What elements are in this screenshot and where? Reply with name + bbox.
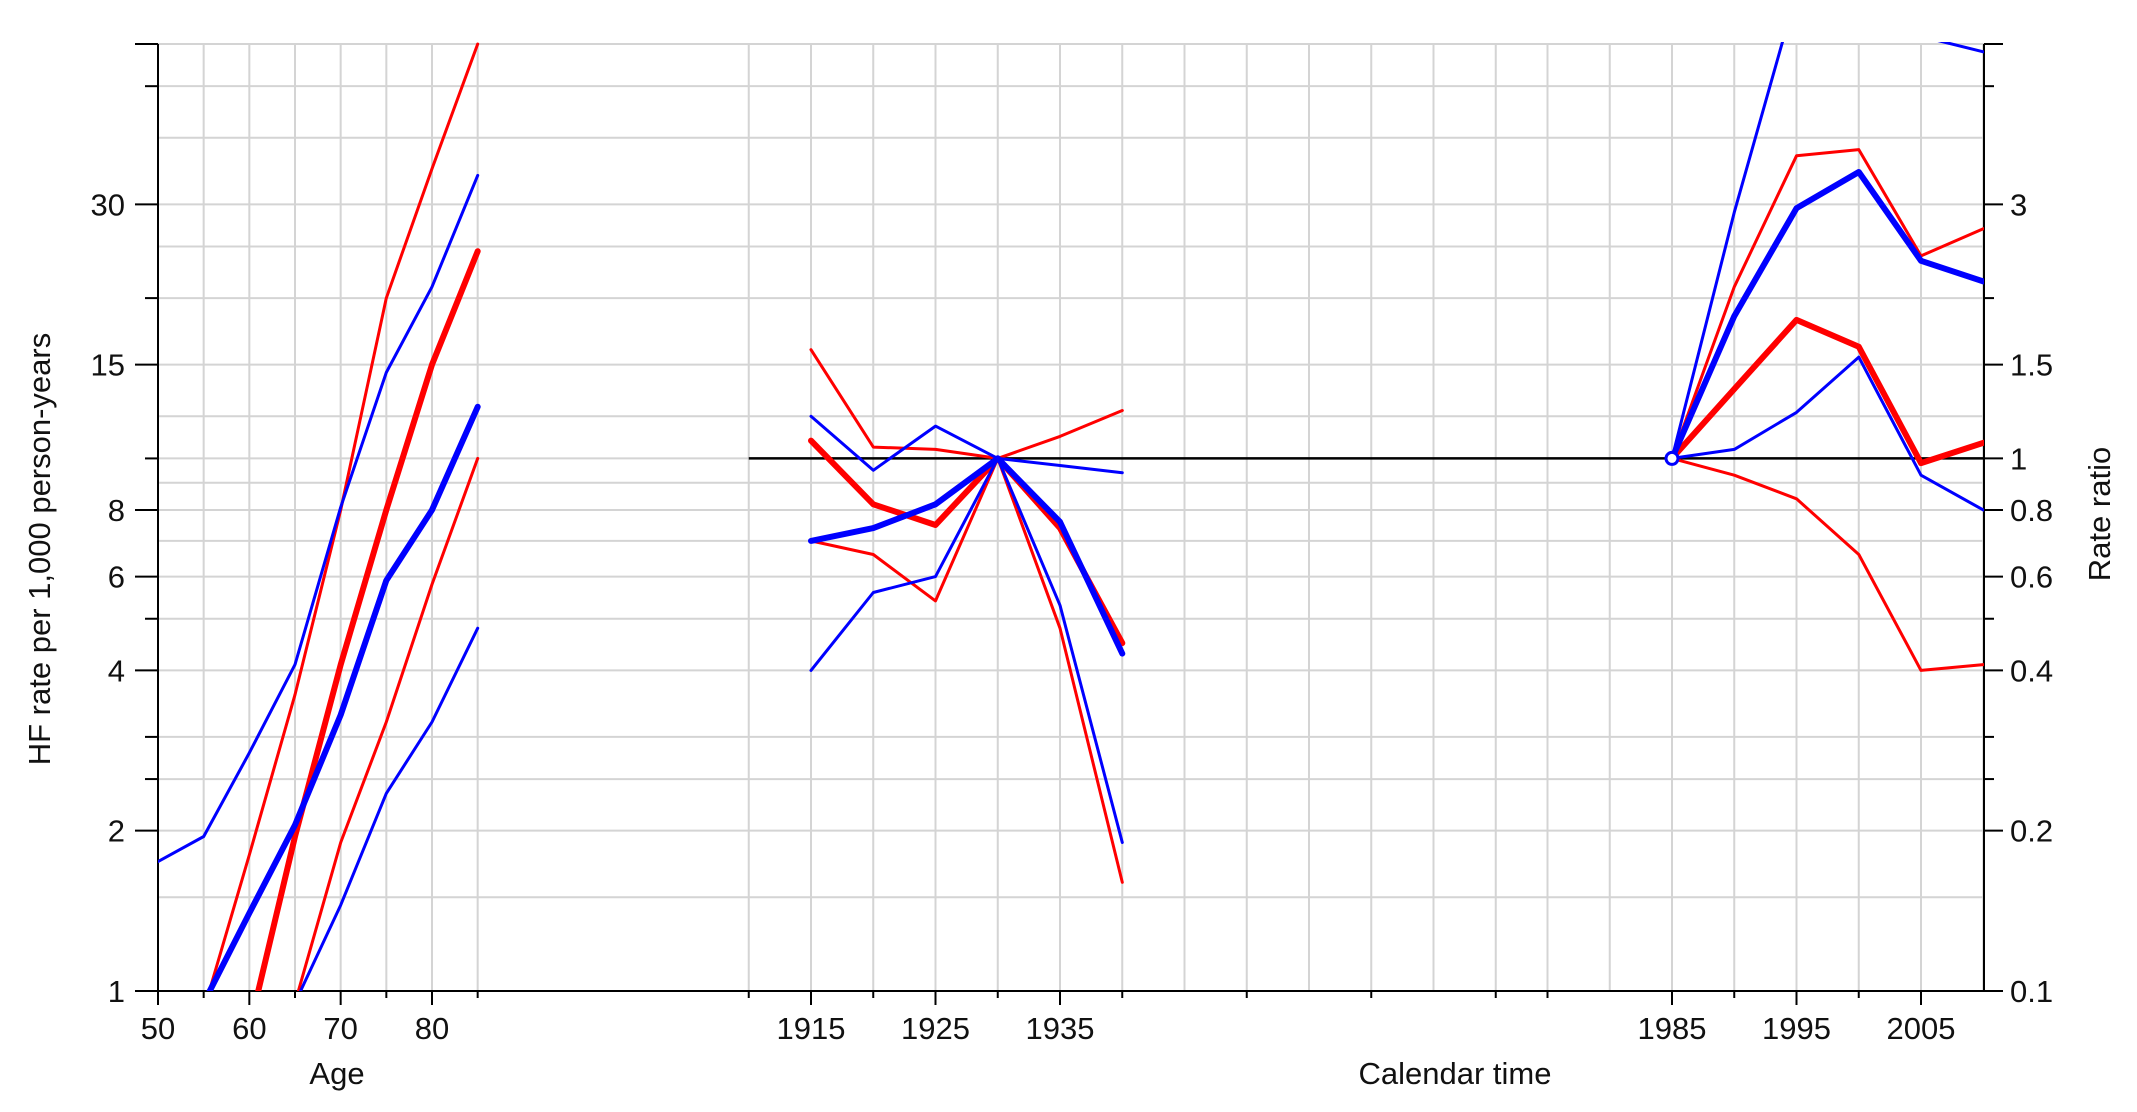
- cohort-series-line-3: [809, 414, 1124, 475]
- y-tick-label-left: 30: [91, 187, 125, 222]
- y-tick-label-right: 1.5: [2010, 348, 2053, 383]
- x-tick-label: 80: [415, 1011, 449, 1046]
- x-tick-label: 70: [323, 1011, 357, 1046]
- y-tick-label-right: 0.8: [2010, 493, 2053, 528]
- y-tick-label-left: 8: [108, 493, 125, 528]
- x-axis-title-age: Age: [309, 1056, 364, 1091]
- y-tick-label-right: 3: [2010, 187, 2027, 222]
- y-tick-label-right: 0.1: [2010, 974, 2053, 1009]
- y-axis-title-right: Rate ratio: [2082, 447, 2117, 581]
- y-tick-label-right: 0.4: [2010, 653, 2053, 688]
- period-series-line-3: [1670, 42, 1984, 460]
- period-series-line-0: [1670, 148, 1984, 460]
- x-tick-label: 1995: [1762, 1011, 1831, 1046]
- y-tick-label-left: 1: [108, 974, 125, 1009]
- period-series-line-1: [1669, 316, 1984, 467]
- x-tick-label: 1935: [1026, 1011, 1095, 1046]
- tick-labels: 1 2 4 6 8 15 30 0.1 0.2 0.4 0.6 0.8 1 1.5 3 50 60 70 80 191…: [91, 187, 2054, 1046]
- cohort-series-line-4: [808, 455, 1126, 657]
- period-series-line-2: [1670, 456, 1984, 672]
- cohort-series-line-0: [809, 348, 1124, 460]
- age-series-line-4: [206, 403, 481, 991]
- age-series-line-3: [158, 173, 480, 864]
- y-tick-label-left: 4: [108, 653, 125, 688]
- x-axis-title-calendar-time: Calendar time: [1359, 1056, 1552, 1091]
- x-tick-label: 50: [141, 1011, 175, 1046]
- reference-point-marker: [1664, 450, 1680, 466]
- x-tick-label: 60: [232, 1011, 266, 1046]
- x-tick-label: 1915: [777, 1011, 846, 1046]
- y-tick-label-left: 2: [108, 814, 125, 849]
- cohort-series-line-5: [809, 456, 1124, 844]
- y-tick-label-right: 1: [2010, 441, 2027, 476]
- x-tick-label: 1985: [1638, 1011, 1707, 1046]
- period-series-line-5: [1670, 355, 1984, 512]
- y-tick-label-left: 6: [108, 560, 125, 595]
- y-tick-label-right: 0.6: [2010, 560, 2053, 595]
- y-tick-label-right: 0.2: [2010, 814, 2053, 849]
- age-series-line-2: [296, 456, 480, 991]
- x-tick-label: 2005: [1887, 1011, 1956, 1046]
- cohort-series-line-2: [809, 456, 1124, 884]
- y-tick-label-left: 15: [91, 348, 125, 383]
- axes-frame: [135, 43, 2003, 1005]
- period-series-line-4: [1669, 169, 1984, 462]
- series-layer: [158, 42, 1984, 991]
- age-series-line-5: [298, 626, 480, 991]
- y-axis-title-left: HF rate per 1,000 person-years: [22, 333, 57, 766]
- x-tick-label: 1925: [901, 1011, 970, 1046]
- grid: [157, 43, 1985, 992]
- age-series-line-1: [255, 248, 481, 991]
